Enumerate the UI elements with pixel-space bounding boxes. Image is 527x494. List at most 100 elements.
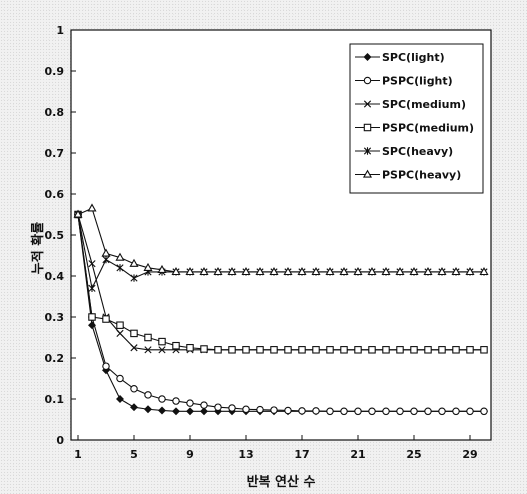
triangle-marker [171,266,181,276]
diamond-marker [186,407,194,416]
legend-label: PSPC(light) [382,75,453,88]
square-marker [284,346,292,354]
legend-label: SPC(medium) [382,98,466,111]
triangle-marker [353,266,363,276]
circle-marker [382,407,390,416]
triangle-marker [87,203,97,212]
star-marker [363,147,372,155]
y-tick-label: 0.9 [45,65,65,78]
circle-marker [438,407,446,416]
triangle-marker [269,266,279,276]
square-marker [186,343,194,352]
x-marker [116,329,124,337]
triangle-marker [101,248,111,257]
legend-entry: SPC(heavy) [355,145,453,158]
diamond-marker [200,407,208,416]
square-marker [214,346,222,354]
circle-marker [480,407,488,416]
triangle-marker [213,266,223,276]
circle-marker [284,406,292,415]
diamond-marker [172,407,180,416]
triangle-marker [423,266,433,276]
y-tick-label: 1 [56,24,64,37]
square-marker [130,329,138,338]
square-marker [312,346,320,354]
triangle-marker [437,266,447,276]
circle-marker [144,391,152,399]
triangle-marker [381,266,391,276]
square-marker [354,346,362,354]
triangle-marker [311,266,321,276]
square-marker [410,346,418,354]
square-marker [270,346,278,354]
x-tick-label: 21 [350,448,365,461]
x-axis: 1 5 9 13 17 21 25 29 [74,435,478,461]
square-marker [480,346,488,354]
x-marker [158,346,166,354]
square-marker [424,346,432,354]
x-tick-label: 5 [130,448,138,461]
triangle-marker [479,266,489,276]
triangle-marker [395,266,405,276]
legend-entry: PSPC(light) [355,75,453,88]
triangle-marker [185,266,195,276]
x-marker [363,100,372,108]
triangle-marker [325,266,335,276]
circle-marker [396,407,404,416]
square-marker [172,341,180,350]
x-marker [88,260,96,268]
x-marker [130,344,138,352]
legend-entry: PSPC(medium) [355,122,474,135]
legend: SPC(light) PSPC(light) SPC(medium) PSPC(med… [349,43,484,194]
legend-entry: PSPC(heavy) [355,169,461,182]
triangle-marker [339,266,349,276]
circle-marker [242,405,250,413]
legend-label: PSPC(heavy) [382,169,461,182]
circle-marker [270,406,278,414]
triangle-marker [143,262,153,271]
square-marker [228,346,236,354]
star-marker [102,255,110,264]
diamond-marker [130,403,138,412]
circle-marker [326,407,334,416]
y-tick-label: 0.1 [45,393,65,406]
x-tick-label: 17 [294,448,309,461]
legend-box [349,43,484,194]
x-tick-label: 29 [462,448,477,461]
triangle-marker [451,266,461,276]
circle-marker [368,407,376,416]
circle-marker [424,407,432,416]
triangle-marker [227,266,237,276]
triangle-marker [465,266,475,276]
triangle-marker [362,169,373,178]
square-marker [158,337,166,346]
x-axis-label: 반복 연산 수 [247,474,316,490]
triangle-marker [73,209,83,218]
triangle-marker [409,266,419,276]
circle-marker [452,407,460,416]
triangle-marker [129,258,139,267]
x-tick-label: 25 [406,448,421,461]
circle-marker [158,395,166,403]
y-axis: 0 0.1 0.2 0.3 0.4 0.5 0.6 0.7 0.8 0.9 1 [45,24,76,447]
circle-marker [354,407,362,416]
star-marker [116,264,124,272]
square-marker [382,346,390,354]
legend-entry: SPC(light) [355,51,445,64]
star-marker [130,274,138,282]
square-marker [144,333,152,342]
y-tick-label: 0.5 [45,229,65,242]
square-marker [452,346,460,354]
circle-marker [214,403,222,411]
y-tick-label: 0.6 [45,188,65,201]
diamond-marker [363,53,372,61]
square-marker [340,346,348,354]
circle-marker [340,407,348,416]
circle-marker [466,407,474,416]
y-tick-label: 0.4 [45,270,65,283]
triangle-marker [199,266,209,276]
x-tick-label: 9 [186,448,194,461]
diamond-marker [116,395,124,403]
